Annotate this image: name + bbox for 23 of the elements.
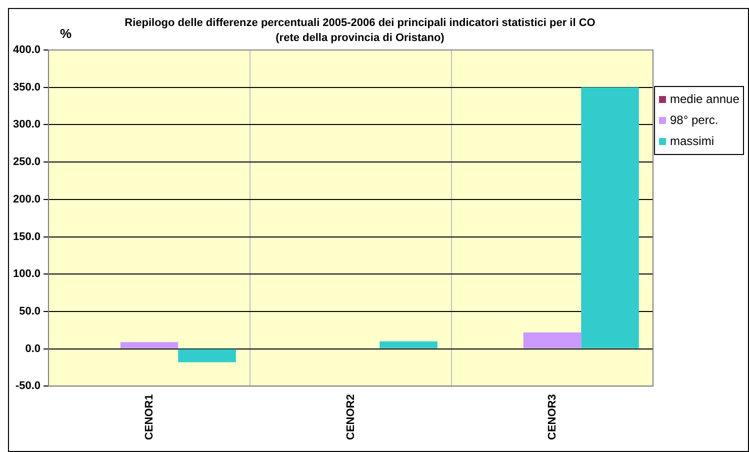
x-tick-label: CENOR3 bbox=[546, 394, 558, 440]
bar bbox=[380, 341, 438, 348]
bar bbox=[120, 342, 178, 348]
y-tick-label: 300.0 bbox=[12, 118, 41, 131]
y-tick-label: 100.0 bbox=[12, 268, 41, 280]
bar bbox=[178, 349, 236, 362]
y-tick-label: 0.0 bbox=[25, 342, 41, 355]
legend-label: massimi bbox=[670, 133, 714, 150]
y-tick-label: 250.0 bbox=[12, 156, 41, 168]
bar bbox=[581, 87, 639, 348]
y-axis-title: % bbox=[60, 26, 72, 41]
y-tick-label: -50.0 bbox=[15, 380, 41, 392]
y-tick-label: 350.0 bbox=[12, 81, 41, 94]
bar bbox=[523, 332, 582, 348]
y-tick-label: 200.0 bbox=[12, 193, 41, 206]
x-tick-label: CENOR2 bbox=[344, 394, 357, 440]
y-tick-label: 400.0 bbox=[12, 44, 41, 56]
y-tick-label: 150.0 bbox=[12, 230, 41, 243]
y-tick-label: 50.0 bbox=[19, 305, 41, 318]
x-tick-label: CENOR1 bbox=[143, 394, 156, 440]
legend-label: medie annue bbox=[670, 91, 740, 108]
legend-label: 98° perc. bbox=[670, 112, 718, 129]
chart-title: Riepilogo delle differenze percentuali 2005-2006 dei principali indicatori statistici per il CO (rete della provincia di Oristano) bbox=[124, 17, 596, 44]
